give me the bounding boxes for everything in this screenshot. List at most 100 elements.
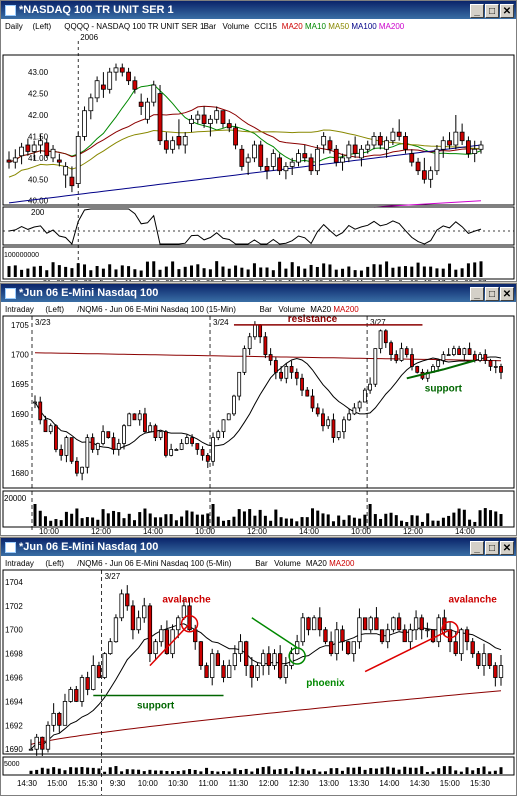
- volume-panel-frame: [2, 756, 515, 776]
- candle-body: [132, 413, 137, 421]
- candle-body: [258, 324, 263, 338]
- volume-bar: [185, 510, 189, 526]
- candle-body: [488, 360, 493, 367]
- volume-bar: [177, 269, 181, 277]
- candle-body: [201, 114, 207, 124]
- volume-bar: [303, 268, 307, 277]
- volume-bar: [265, 267, 269, 277]
- volume-bar: [117, 512, 121, 526]
- candle-body: [264, 166, 270, 172]
- minimize-button[interactable]: _: [470, 541, 484, 555]
- candle-body: [200, 449, 205, 456]
- maximize-button[interactable]: □: [485, 287, 499, 301]
- close-button[interactable]: ✕: [500, 287, 514, 301]
- candle-body: [50, 148, 56, 159]
- window-titlebar[interactable]: *Jun 06 E-Mini Nasdaq 100 _ □ ✕: [1, 284, 516, 302]
- volume-bar: [142, 771, 146, 774]
- price-tick-label: 40.00: [28, 197, 49, 206]
- price-tick-label: 40.50: [28, 175, 49, 184]
- volume-bar: [122, 518, 126, 526]
- candle-body: [321, 413, 325, 427]
- candle-body: [163, 431, 168, 456]
- volume-bar: [232, 516, 236, 526]
- volume-panel-frame: [2, 490, 515, 528]
- candle-body: [328, 641, 334, 655]
- volume-bar: [269, 520, 273, 526]
- volume-tick-label: 100000000: [4, 252, 39, 259]
- minimize-button[interactable]: _: [470, 287, 484, 301]
- volume-bar: [459, 771, 463, 774]
- candle-body: [125, 593, 130, 607]
- volume-bar: [164, 266, 168, 277]
- maximize-button[interactable]: □: [485, 541, 499, 555]
- daily-chart[interactable]: Daily (Left) QQQQ - NASDAQ 100 TR UNIT SER…: [1, 19, 516, 281]
- price-tick-label: 1700: [11, 351, 29, 360]
- avalanche-circle: [180, 615, 199, 633]
- candle-body: [483, 354, 488, 361]
- volume-bar: [159, 517, 163, 526]
- volume-bar: [83, 264, 87, 277]
- candle-body: [377, 136, 383, 146]
- volume-bar: [457, 508, 461, 526]
- volume-bar: [29, 770, 33, 774]
- close-button[interactable]: ✕: [500, 541, 514, 555]
- volume-bar: [284, 268, 288, 277]
- legend-item: MA50: [328, 22, 349, 31]
- candle-body: [362, 617, 368, 631]
- date-label: 3/23: [35, 318, 51, 327]
- candle-body: [289, 366, 294, 373]
- close-button[interactable]: ✕: [500, 4, 514, 18]
- window-titlebar[interactable]: *Jun 06 E-Mini Nasdaq 100 _ □ ✕: [1, 538, 516, 556]
- volume-bar: [391, 767, 395, 774]
- candle-body: [38, 140, 43, 146]
- volume-bar: [363, 514, 367, 526]
- candle-body: [446, 354, 451, 356]
- volume-bar: [143, 508, 147, 526]
- legend-item: /NQM6 - Jun 06 E-Mini Nasdaq 100 (5-Min): [77, 559, 232, 568]
- x-tick-label: 15: [288, 278, 296, 281]
- candle-body: [19, 146, 24, 157]
- window-title: *Jun 06 E-Mini Nasdaq 100: [19, 287, 159, 299]
- x-tick-label: 12:00: [403, 527, 424, 535]
- volume-bar: [108, 264, 112, 277]
- daily-chart-window: *NASDAQ 100 TR UNIT SER 1 _ □ ✕ Daily (Left…: [0, 0, 517, 282]
- volume-bar: [112, 510, 116, 526]
- volume-bar: [379, 518, 383, 526]
- legend-item: MA200: [379, 22, 405, 31]
- x-tick-label: 15:00: [47, 779, 68, 788]
- volume-bar: [462, 509, 466, 526]
- candle-body: [33, 401, 37, 404]
- candle-body: [268, 354, 273, 361]
- volume-bar: [250, 771, 254, 774]
- intraday-5min-chart[interactable]: Intraday (Left) /NQM6 - Jun 06 E-Mini Nasd…: [1, 556, 516, 795]
- candle-body: [289, 161, 295, 167]
- volume-bar: [478, 510, 482, 526]
- candle-body: [278, 653, 283, 678]
- volume-bar: [33, 504, 37, 526]
- volume-bar: [311, 508, 315, 526]
- avalanche-label: avalanche: [448, 594, 497, 605]
- candle-body: [6, 159, 12, 163]
- candle-body: [40, 736, 45, 750]
- volume-bar: [435, 268, 439, 277]
- candle-body: [94, 80, 100, 99]
- support-label: support: [137, 701, 175, 712]
- maximize-button[interactable]: □: [485, 4, 499, 18]
- x-tick-label: 24: [328, 278, 336, 281]
- volume-bar: [499, 514, 503, 526]
- candle-body: [80, 466, 85, 474]
- volume-bar: [202, 268, 206, 277]
- minimize-button[interactable]: _: [470, 4, 484, 18]
- volume-bar: [20, 269, 24, 277]
- candle-body: [145, 101, 150, 120]
- volume-panel-frame: [2, 246, 515, 280]
- candle-body: [25, 144, 31, 152]
- x-tick-label: 30: [206, 278, 214, 281]
- x-tick-label: 13:30: [349, 779, 370, 788]
- intraday-15min-chart[interactable]: Intraday (Left) /NQM6 - Jun 06 E-Mini Nasd…: [1, 302, 516, 535]
- window-titlebar[interactable]: *NASDAQ 100 TR UNIT SER 1 _ □ ✕: [1, 1, 516, 19]
- volume-bar: [494, 511, 498, 526]
- candle-body: [136, 617, 141, 631]
- volume-bar: [295, 766, 299, 774]
- candle-body: [85, 437, 90, 468]
